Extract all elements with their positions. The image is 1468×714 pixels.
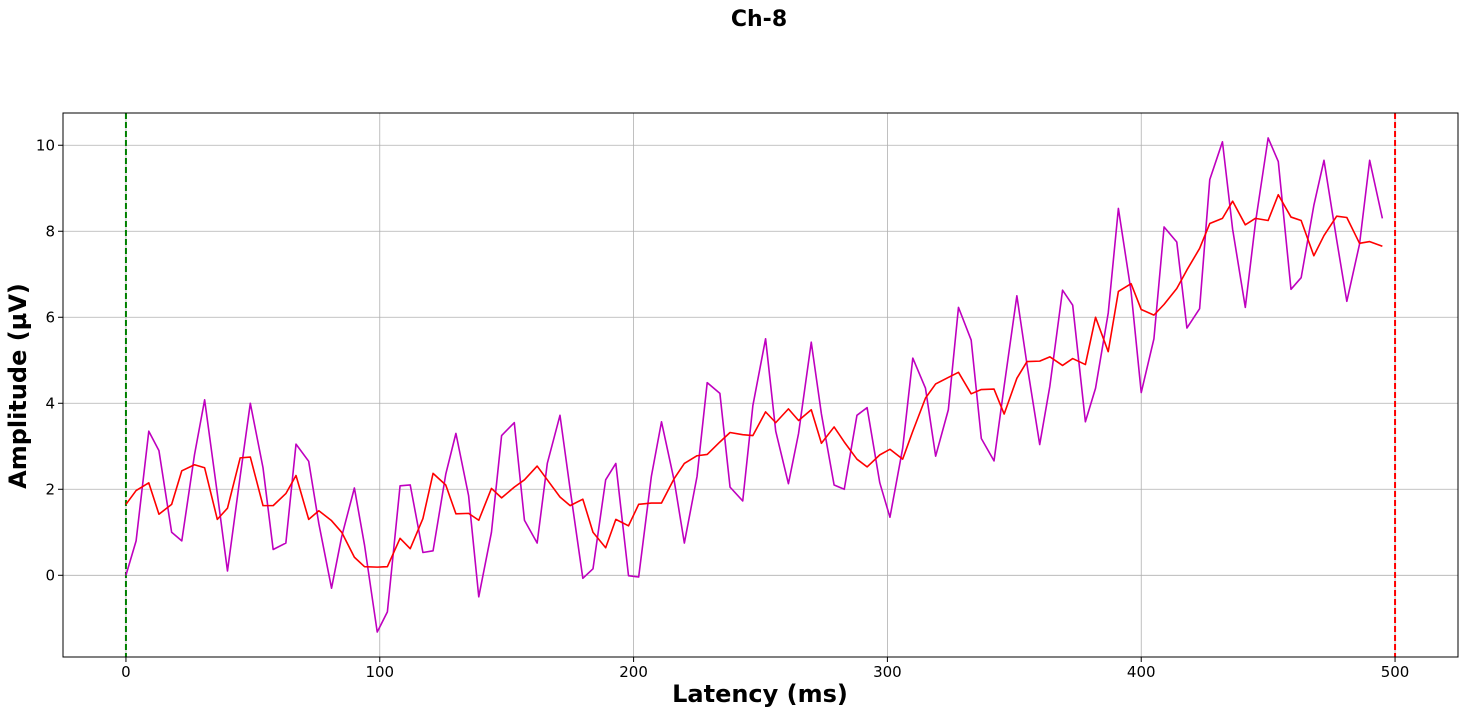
y-tick-label: 2	[45, 480, 55, 498]
x-axis-label: Latency (ms)	[672, 680, 848, 708]
x-tick-label: 300	[873, 663, 902, 681]
series-line-raw	[125, 137, 1384, 633]
x-tick-label: 500	[1381, 663, 1410, 681]
series-line-smoothed	[125, 193, 1383, 568]
y-tick-label: 4	[45, 394, 55, 412]
y-tick-label: 0	[45, 566, 55, 584]
plot-frame	[62, 112, 1459, 658]
y-axis-label: Amplitude (µV)	[4, 283, 32, 489]
y-tick-label: 8	[45, 222, 55, 240]
reference-lines	[124, 113, 1397, 657]
y-tick-label: 6	[45, 308, 55, 326]
x-tick-label: 0	[121, 663, 131, 681]
x-tick-label: 400	[1127, 663, 1156, 681]
x-tick-label: 200	[619, 663, 648, 681]
chart-title: Ch-8	[731, 7, 787, 32]
series-lines	[125, 137, 1384, 633]
y-tick-label: 10	[36, 136, 55, 154]
y-axis-ticks: 0 2 4 6 8 10	[36, 136, 63, 584]
x-tick-label: 100	[365, 663, 394, 681]
grid	[63, 113, 1458, 657]
x-axis-ticks: 0 100 200 300 400 500	[121, 657, 1409, 681]
